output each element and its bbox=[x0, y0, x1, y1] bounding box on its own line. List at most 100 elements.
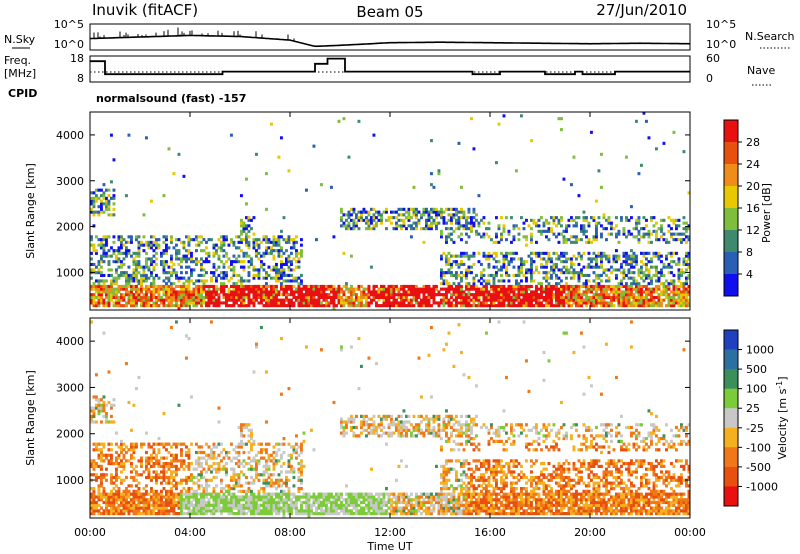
power-cell bbox=[265, 172, 268, 176]
velocity-cell bbox=[150, 512, 153, 516]
velocity-cell bbox=[195, 489, 198, 493]
velocity-cell bbox=[265, 478, 268, 482]
velocity-cell bbox=[122, 448, 126, 452]
power-cell bbox=[200, 284, 203, 288]
power-cell bbox=[120, 246, 123, 250]
power-cell bbox=[182, 282, 186, 286]
power-cell bbox=[387, 301, 391, 305]
velocity-cell bbox=[240, 439, 243, 443]
power-cell bbox=[407, 304, 411, 308]
power-cell bbox=[637, 229, 641, 233]
power-cell bbox=[430, 224, 433, 228]
power-cell bbox=[350, 284, 353, 288]
power-cell bbox=[440, 216, 443, 220]
power-cell bbox=[202, 301, 206, 305]
power-cell bbox=[637, 287, 641, 291]
velocity-cell bbox=[292, 470, 296, 474]
power-cell bbox=[382, 287, 386, 291]
power-cell bbox=[570, 304, 573, 308]
power-cell bbox=[247, 216, 251, 220]
power-cell bbox=[542, 251, 546, 255]
power-cell bbox=[625, 251, 628, 255]
power-cell bbox=[665, 279, 668, 283]
power-cell bbox=[400, 293, 403, 297]
power-cell bbox=[377, 298, 381, 302]
velocity-cell bbox=[180, 462, 183, 466]
power-cell bbox=[380, 295, 383, 299]
power-cell bbox=[522, 287, 526, 291]
velocity-cell bbox=[192, 498, 196, 502]
power-cell bbox=[240, 298, 243, 302]
velocity-cell bbox=[195, 506, 198, 510]
power-cell bbox=[190, 238, 193, 242]
power-cell bbox=[415, 221, 418, 225]
power-cell bbox=[142, 235, 146, 239]
power-cell bbox=[245, 227, 248, 231]
power-cell bbox=[480, 273, 483, 277]
power-cell bbox=[620, 282, 623, 286]
power-cell bbox=[610, 298, 613, 302]
velocity-cell bbox=[122, 442, 126, 446]
power-cell bbox=[325, 284, 328, 288]
power-cell bbox=[522, 290, 526, 294]
power-cell bbox=[105, 202, 108, 206]
velocity-cell bbox=[235, 462, 238, 466]
power-cell bbox=[487, 295, 491, 299]
power-cell bbox=[345, 284, 348, 288]
power-cell bbox=[132, 298, 136, 302]
velocity-cell bbox=[90, 473, 93, 477]
power-cell bbox=[630, 257, 633, 261]
velocity-cell bbox=[220, 487, 223, 491]
velocity-cell bbox=[92, 459, 96, 463]
velocity-cell bbox=[117, 506, 121, 510]
power-cell bbox=[140, 282, 143, 286]
power-cell bbox=[575, 235, 578, 239]
velocity-cell bbox=[197, 492, 201, 496]
power-cell bbox=[430, 172, 433, 176]
power-cell bbox=[317, 295, 321, 299]
power-cell bbox=[352, 221, 356, 225]
velocity-cell bbox=[262, 487, 266, 491]
velocity-cell bbox=[177, 481, 181, 485]
power-cell bbox=[245, 224, 248, 228]
power-cell bbox=[422, 213, 426, 217]
velocity-cell bbox=[102, 395, 106, 399]
velocity-cell bbox=[122, 478, 126, 482]
power-cell bbox=[572, 290, 576, 294]
velocity-cell bbox=[250, 503, 253, 507]
power-cell bbox=[625, 304, 628, 308]
power-cell bbox=[607, 279, 611, 283]
power-cell bbox=[205, 260, 208, 264]
power-cell bbox=[95, 301, 98, 305]
velocity-cell bbox=[242, 464, 246, 468]
velocity-cell bbox=[242, 450, 246, 455]
power-cell bbox=[465, 276, 468, 280]
power-cell bbox=[502, 284, 506, 288]
power-cell bbox=[602, 301, 606, 305]
power-cell bbox=[545, 271, 548, 275]
power-cell bbox=[462, 224, 466, 228]
velocity-cell bbox=[92, 509, 96, 513]
velocity-cell bbox=[190, 475, 193, 480]
power-cell bbox=[392, 304, 396, 308]
power-cell bbox=[397, 295, 401, 299]
power-cell bbox=[657, 298, 661, 302]
power-cell bbox=[245, 254, 248, 258]
power-cell bbox=[265, 298, 268, 302]
power-cell bbox=[282, 298, 286, 302]
power-cell bbox=[127, 284, 131, 288]
velocity-cell bbox=[155, 481, 158, 485]
velocity-cell bbox=[157, 448, 161, 452]
velocity-cell bbox=[250, 506, 253, 510]
power-cell bbox=[352, 298, 356, 302]
power-cell bbox=[342, 117, 346, 121]
power-cell bbox=[287, 287, 291, 291]
power-cell bbox=[180, 257, 183, 261]
power-cell bbox=[582, 293, 586, 297]
velocity-cell bbox=[280, 464, 283, 468]
power-cell bbox=[265, 276, 268, 280]
power-cell bbox=[657, 227, 661, 231]
power-cell bbox=[540, 287, 543, 291]
power-cell bbox=[602, 298, 606, 302]
power-cell bbox=[310, 290, 313, 294]
